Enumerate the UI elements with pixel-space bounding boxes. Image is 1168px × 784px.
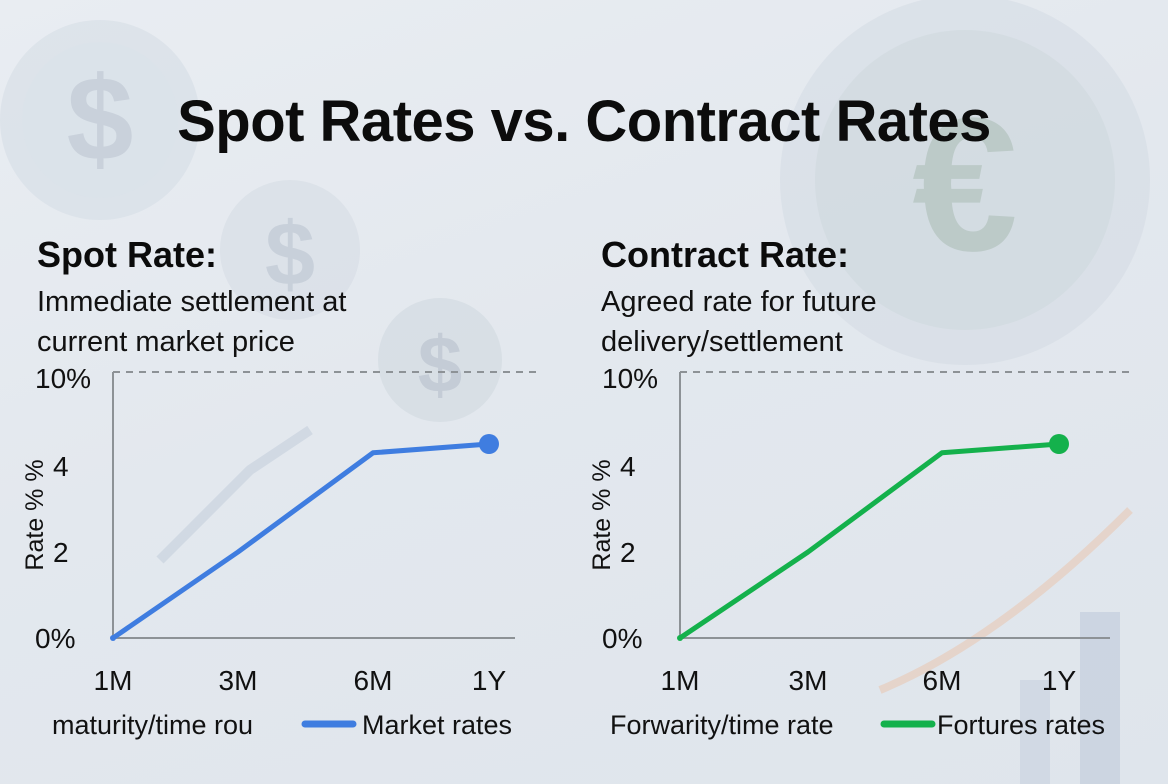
spot-x-axis-label: maturity/time rou [52,710,253,740]
spot-series-line [110,441,492,641]
spot-x-tick-label: 6M [354,665,393,696]
contract-data-point [677,635,683,641]
spot-data-point [110,635,116,641]
contract-rate-description-line2: delivery/settlement [601,326,843,358]
spot-x-tick-label: 3M [219,665,258,696]
spot-end-point-marker [479,434,499,454]
contract-x-tick-label: 1Y [1042,665,1077,696]
spot-y-tick-label: 2 [53,537,69,568]
contract-y-axis-label: Rate % % [588,459,616,570]
contract-x-tick-label: 6M [923,665,962,696]
contract-y-tick-label: 4 [620,451,636,482]
contract-y-tick-label: 0% [602,623,642,654]
contract-y-tick-label: 2 [620,537,636,568]
spot-rate-description-line2: current market price [37,326,295,358]
spot-rate-heading: Spot Rate: [37,234,217,275]
spot-legend-label: Market rates [362,710,512,740]
spot-y-tick-label: 0% [35,623,75,654]
chart-title: Spot Rates vs. Contract Rates [177,89,991,154]
svg-text:€: € [912,79,1018,291]
svg-text:$: $ [265,205,315,305]
spot-x-tick-label: 1Y [472,665,507,696]
contract-end-point-marker [1049,434,1069,454]
spot-rate-description-line1: Immediate settlement at [37,286,347,318]
svg-text:$: $ [67,52,134,186]
contract-x-tick-label: 1M [661,665,700,696]
contract-series-line [677,441,1062,641]
contract-x-tick-label: 3M [789,665,828,696]
spot-x-tick-label: 1M [94,665,133,696]
spot-y-tick-label: 10% [35,363,91,394]
contract-x-axis-label: Forwarity/time rate [610,710,834,740]
contract-rate-description: Agreed rate for future delivery/settleme… [601,282,1021,362]
contract-y-tick-label: 10% [602,363,658,394]
svg-text:$: $ [418,320,463,409]
contract-rate-heading: Contract Rate: [601,234,850,275]
spot-y-tick-label: 4 [53,451,69,482]
contract-rate-description-line1: Agreed rate for future [601,286,877,318]
spot-rate-description: Immediate settlement at current market p… [37,282,457,362]
spot-y-axis-label: Rate % % [21,459,49,570]
contract-legend-label: Fortures rates [937,710,1105,740]
